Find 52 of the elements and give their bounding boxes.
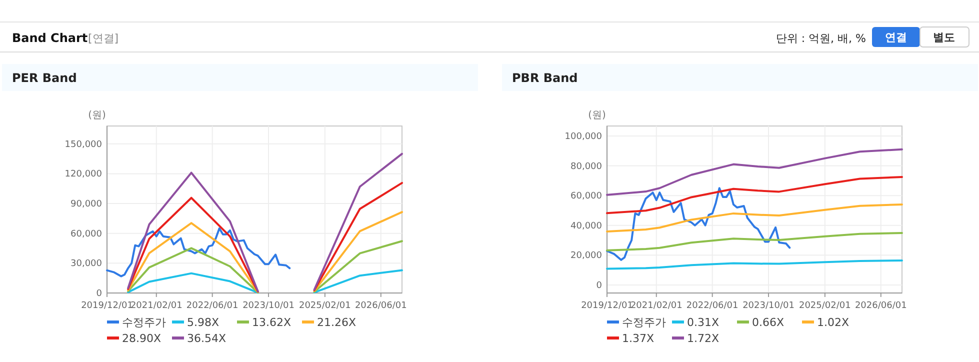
x-tick-label: 2023/10/01	[742, 301, 794, 311]
y-tick-label: 60,000	[70, 229, 102, 240]
line-series	[606, 148, 903, 196]
legend-label: 수정주가	[622, 316, 666, 329]
line-series	[606, 232, 903, 252]
line-series	[606, 204, 903, 232]
text: 단위 : 억원, 배, %	[776, 32, 866, 45]
x-tick-label: 2023/10/01	[242, 301, 294, 311]
text: Band Chart	[12, 31, 88, 45]
legend-label: 28.90X	[122, 332, 162, 345]
x-tick-label: 2026/06/01	[854, 301, 907, 311]
x-tick-label: 2022/06/01	[186, 301, 238, 311]
x-tick-label: 2021/02/01	[130, 301, 182, 311]
y-tick-label: 80,000	[570, 162, 602, 172]
y-tick-label: 0	[596, 280, 602, 291]
legend-label: 36.54X	[187, 332, 226, 345]
x-tick-label: 2019/12/01	[81, 301, 133, 311]
x-tick-label: 2021/02/01	[630, 301, 682, 311]
legend-label: 0.66X	[752, 316, 784, 329]
y-tick-label: 60,000	[570, 192, 602, 202]
chart-title: PER Band	[12, 71, 77, 85]
y-tick-label: 40,000	[570, 221, 602, 232]
line-series	[606, 187, 791, 261]
y-tick-label: 20,000	[570, 251, 602, 262]
x-tick-label: 2025/02/01	[798, 301, 851, 311]
legend-label: 0.31X	[687, 316, 720, 329]
y-tick-label: 100,000	[564, 132, 602, 142]
legend-label: 21.26X	[317, 316, 356, 329]
legend-label: 5.98X	[187, 316, 220, 329]
text: 연결	[885, 31, 907, 44]
x-tick-label: 2019/12/01	[581, 301, 633, 311]
y-axis-title: (원)	[88, 110, 106, 121]
text: [연결]	[88, 32, 119, 45]
legend-label: 1.02X	[817, 316, 850, 329]
x-tick-label: 2022/06/01	[686, 301, 738, 311]
x-tick-label: 2025/02/01	[298, 301, 351, 311]
legend-label: 1.37X	[622, 332, 654, 345]
y-tick-label: 30,000	[70, 259, 102, 270]
y-axis-title: (원)	[588, 110, 606, 121]
y-tick-label: 120,000	[64, 170, 102, 180]
y-tick-label: 150,000	[64, 140, 102, 150]
chart-title: PBR Band	[512, 71, 578, 85]
line-series	[606, 260, 903, 270]
line-series	[106, 227, 291, 278]
legend-label: 수정주가	[122, 316, 166, 329]
y-tick-label: 90,000	[70, 200, 102, 210]
legend-label: 1.72X	[687, 332, 720, 345]
text: 별도	[933, 31, 955, 44]
x-tick-label: 2026/06/01	[354, 301, 407, 311]
line-series	[606, 176, 903, 214]
y-tick-label: 0	[96, 289, 102, 299]
legend-label: 13.62X	[252, 316, 292, 329]
